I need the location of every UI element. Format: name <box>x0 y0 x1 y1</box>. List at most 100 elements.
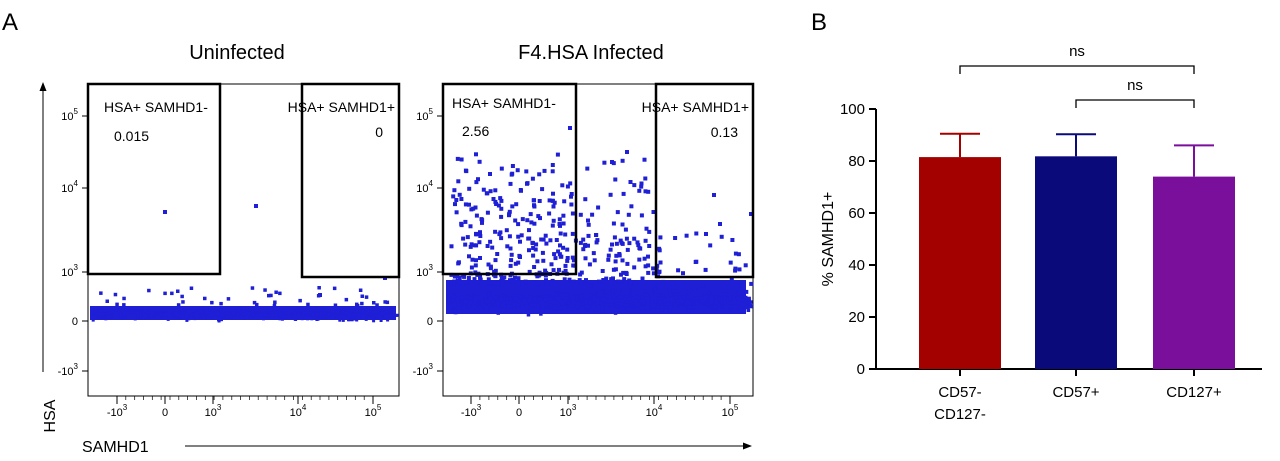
flow-dot <box>650 297 655 301</box>
flow-dot <box>625 261 630 266</box>
flow-dot <box>712 304 717 308</box>
flow-dot <box>374 310 378 314</box>
flow-dot <box>129 310 133 314</box>
flow-dot <box>612 235 617 240</box>
flow-dot <box>728 298 732 302</box>
flow-dot <box>102 307 106 311</box>
flow-dot <box>263 288 267 292</box>
x-tick-label: 0 <box>162 407 168 419</box>
flow-dot <box>738 283 743 288</box>
flow-dot <box>492 270 497 274</box>
flow-dot <box>578 212 583 217</box>
flow-dot <box>673 289 678 294</box>
flow-dot <box>550 278 555 283</box>
flow-dot <box>612 281 617 286</box>
flow-dot <box>362 315 366 319</box>
flow-dot <box>468 224 473 229</box>
flow-dot <box>472 303 476 307</box>
flow-dot <box>584 300 588 304</box>
flow-dot <box>467 186 472 191</box>
flow-dot <box>749 212 753 216</box>
flow-dot <box>507 234 512 239</box>
flow-dot <box>562 305 567 310</box>
plot-title-uninfected: Uninfected <box>189 42 285 64</box>
flow-dot <box>694 231 699 236</box>
flow-dot <box>653 289 658 294</box>
flow-dot <box>480 218 485 223</box>
flow-dot <box>606 291 611 296</box>
flow-dot <box>713 298 717 302</box>
flow-dot <box>507 209 512 214</box>
flow-dot <box>681 298 686 302</box>
flow-dot <box>628 288 632 293</box>
flow-dot <box>641 306 646 310</box>
flow-dot <box>561 221 566 226</box>
flow-dot <box>157 312 161 316</box>
bar-y-axis-label: % SAMHD1+ <box>820 192 837 287</box>
flow-dot <box>478 256 482 260</box>
flow-dot <box>606 253 611 258</box>
flow-dot <box>561 245 566 250</box>
flow-dot <box>514 202 519 207</box>
flow-dot <box>123 311 126 315</box>
flow-dot <box>333 303 338 307</box>
flow-dot <box>629 307 633 311</box>
flow-dot <box>476 177 480 182</box>
flow-dot <box>198 307 202 311</box>
flow-dot <box>606 294 610 298</box>
flow-dot <box>180 294 184 299</box>
flow-dot <box>493 188 498 193</box>
panel-letter-a: A <box>2 9 18 36</box>
flow-dot <box>730 238 735 242</box>
flow-dot <box>579 270 584 275</box>
flow-dot <box>552 252 557 257</box>
flow-dot <box>376 310 380 314</box>
flow-dot <box>327 313 331 317</box>
flow-dot <box>653 300 657 304</box>
flow-dot <box>523 279 528 284</box>
flow-dot <box>638 293 642 297</box>
flow-dot <box>624 236 629 241</box>
flow-dot <box>211 313 215 317</box>
flow-dot <box>478 274 482 279</box>
flow-dot <box>185 318 189 322</box>
flow-dot <box>551 204 556 209</box>
flow-dot <box>119 313 123 317</box>
flow-dot <box>327 309 331 313</box>
flow-dot <box>355 302 359 307</box>
flow-dot <box>461 300 465 304</box>
flow-dot <box>176 303 181 307</box>
flow-dot <box>695 298 699 302</box>
flow-dot <box>456 301 460 305</box>
flow-dot <box>684 233 689 238</box>
flow-dot <box>518 298 522 303</box>
flow-dot <box>568 299 572 304</box>
flow-dot <box>717 302 721 307</box>
flow-dot <box>736 300 741 305</box>
flow-dot <box>729 301 733 305</box>
flow-dot <box>552 296 557 300</box>
flow-dot <box>147 288 151 293</box>
flow-dot <box>220 315 224 319</box>
flow-dot <box>362 313 366 317</box>
flow-dot <box>455 278 460 283</box>
flow-dot <box>215 311 219 315</box>
flow-dot <box>595 301 600 305</box>
flow-dot <box>602 297 607 302</box>
flow-dot <box>245 316 249 320</box>
flow-dot <box>486 277 491 282</box>
flow-dot <box>459 197 464 201</box>
flow-dot <box>496 304 500 309</box>
flow-dot <box>217 318 220 322</box>
flow-dot <box>255 302 259 307</box>
flow-dot <box>676 299 680 303</box>
flow-dot <box>475 301 479 306</box>
flow-dot <box>572 298 576 302</box>
flow-dot <box>469 300 474 305</box>
flow-dot <box>550 198 555 203</box>
flow-dot <box>488 239 493 244</box>
flow-dot <box>616 296 620 300</box>
flow-dot <box>739 297 743 302</box>
flow-dot <box>553 256 558 261</box>
flow-dot <box>352 309 356 313</box>
